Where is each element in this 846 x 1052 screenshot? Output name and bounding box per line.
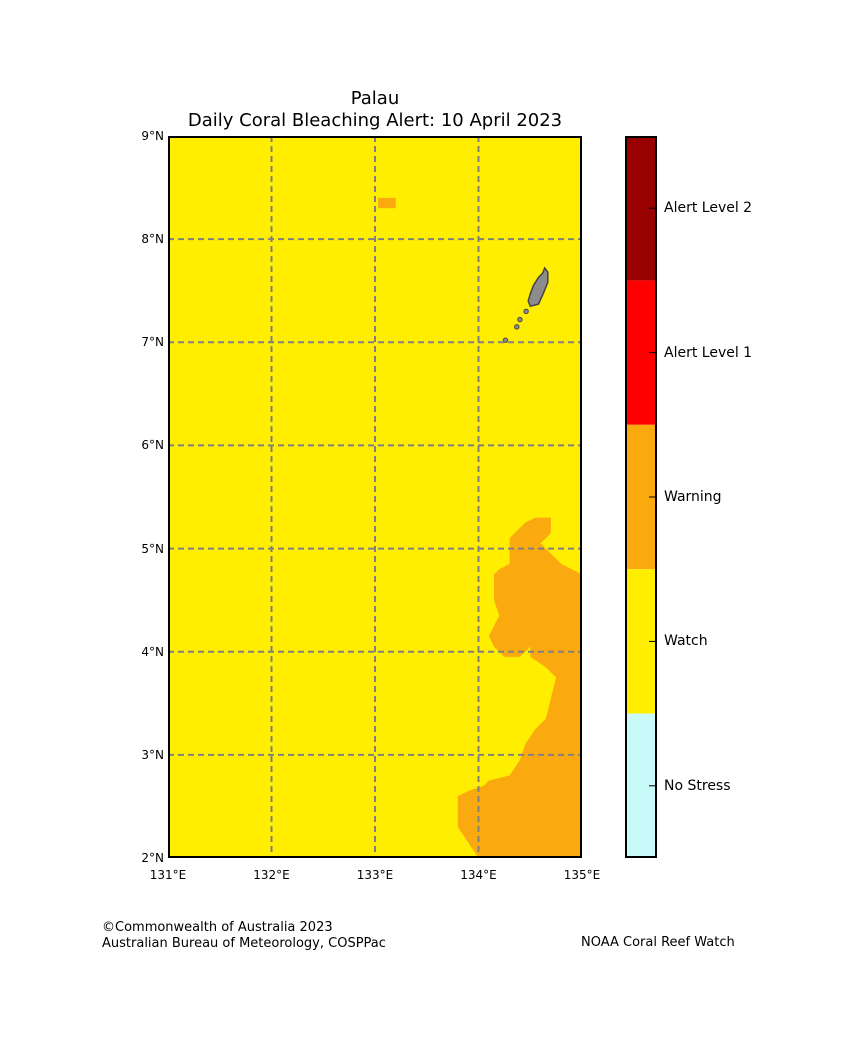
- colorbar-label: Alert Level 1: [664, 344, 753, 361]
- agency-line: Australian Bureau of Meteorology, COSPPa…: [102, 936, 386, 951]
- longitude-tick-label: 135°E: [563, 868, 601, 882]
- noaa-credit: NOAA Coral Reef Watch: [581, 935, 735, 950]
- latitude-tick-label: 5°N: [141, 541, 164, 556]
- map-border: [168, 136, 582, 858]
- palau-islet: [523, 308, 529, 315]
- longitude-tick-label: 134°E: [460, 868, 497, 882]
- colorbar: [625, 136, 657, 858]
- longitude-tick-label: 131°E: [149, 868, 187, 882]
- copyright-credit: ©Commonwealth of Australia 2023 Australi…: [102, 920, 386, 952]
- palau-islet: [517, 316, 523, 323]
- latitude-tick-label: 3°N: [141, 747, 164, 762]
- map-panel: [168, 136, 582, 858]
- map-subtitle: Daily Coral Bleaching Alert: 10 April 20…: [187, 110, 563, 131]
- latitude-tick-label: 8°N: [141, 232, 164, 247]
- longitude-tick-label: 132°E: [253, 868, 290, 882]
- map-title: Palau: [350, 88, 400, 109]
- palau-islet: [502, 337, 509, 343]
- warning-area: [457, 517, 582, 858]
- copyright-line: ©Commonwealth of Australia 2023: [102, 920, 333, 935]
- colorbar-label: No Stress: [664, 777, 731, 794]
- colorbar-label: Watch: [664, 633, 708, 650]
- palau-island: [527, 266, 549, 308]
- latitude-tick-label: 7°N: [141, 335, 164, 350]
- alert-map: [168, 136, 582, 858]
- warning-patch: [378, 197, 396, 209]
- palau-islet: [514, 324, 520, 330]
- latitude-tick-label: 4°N: [141, 644, 164, 659]
- colorbar-border: [625, 136, 657, 858]
- colorbar-label: Alert Level 2: [664, 200, 753, 217]
- longitude-tick-label: 133°E: [356, 868, 394, 882]
- latitude-tick-label: 6°N: [141, 438, 164, 453]
- colorbar-swatches: [625, 136, 657, 858]
- latitude-tick-label: 2°N: [141, 851, 164, 865]
- colorbar-label: Warning: [664, 489, 722, 505]
- latitude-tick-label: 9°N: [141, 129, 164, 143]
